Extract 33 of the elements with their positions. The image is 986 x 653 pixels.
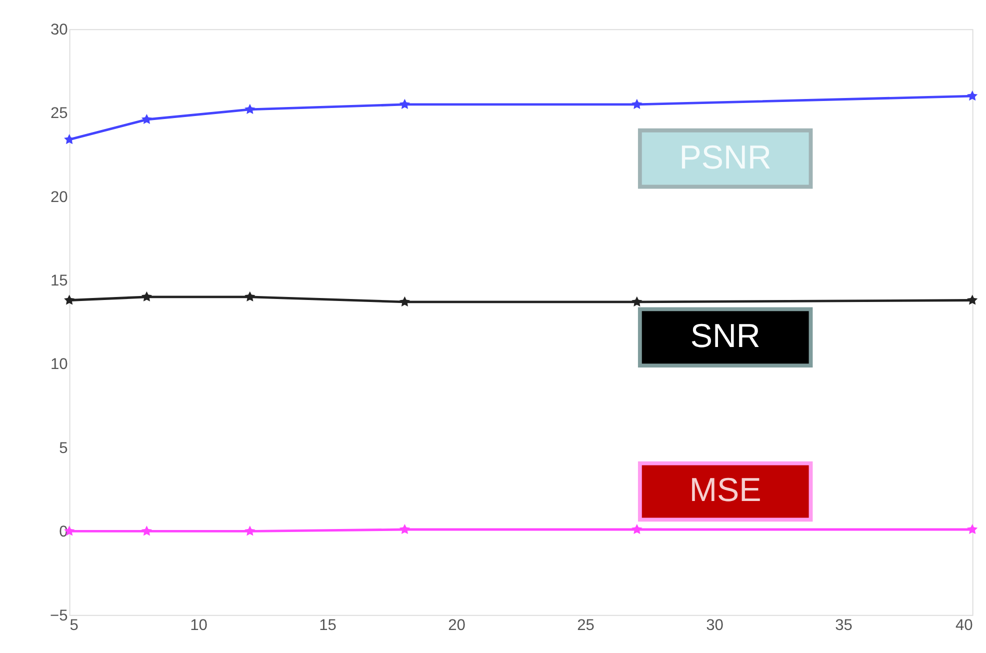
x-tick-label: 25	[577, 617, 595, 634]
y-tick-label: 30	[50, 22, 68, 39]
point	[399, 98, 410, 109]
series-label: SNR	[690, 318, 760, 356]
y-tick-label: 10	[50, 356, 68, 374]
x-tick-label: 10	[190, 617, 208, 634]
point	[244, 291, 256, 302]
y-tick-label: 15	[50, 272, 68, 290]
series-label: MSE	[689, 472, 762, 510]
point	[399, 524, 410, 534]
point	[244, 104, 256, 114]
point	[141, 114, 152, 124]
x-tick-label: 40	[955, 617, 974, 634]
y-tick-label: 25	[50, 105, 68, 122]
point	[141, 526, 152, 536]
y-tick-label: 5	[59, 440, 68, 457]
x-tick-label: 20	[448, 617, 466, 634]
point	[967, 294, 978, 305]
y-tick-label: −5	[50, 607, 68, 624]
series-label: PSNR	[679, 139, 772, 176]
point	[632, 296, 642, 306]
x-tick-label: 15	[319, 617, 337, 634]
point	[967, 524, 978, 534]
point	[967, 90, 978, 101]
point	[64, 294, 75, 305]
point	[399, 296, 410, 306]
y-tick-label: 20	[50, 188, 68, 206]
point	[632, 524, 642, 534]
x-tick-label: 30	[706, 617, 724, 634]
point	[141, 291, 152, 302]
point	[632, 98, 642, 109]
x-tick-label: 35	[835, 617, 853, 634]
point	[244, 526, 256, 536]
